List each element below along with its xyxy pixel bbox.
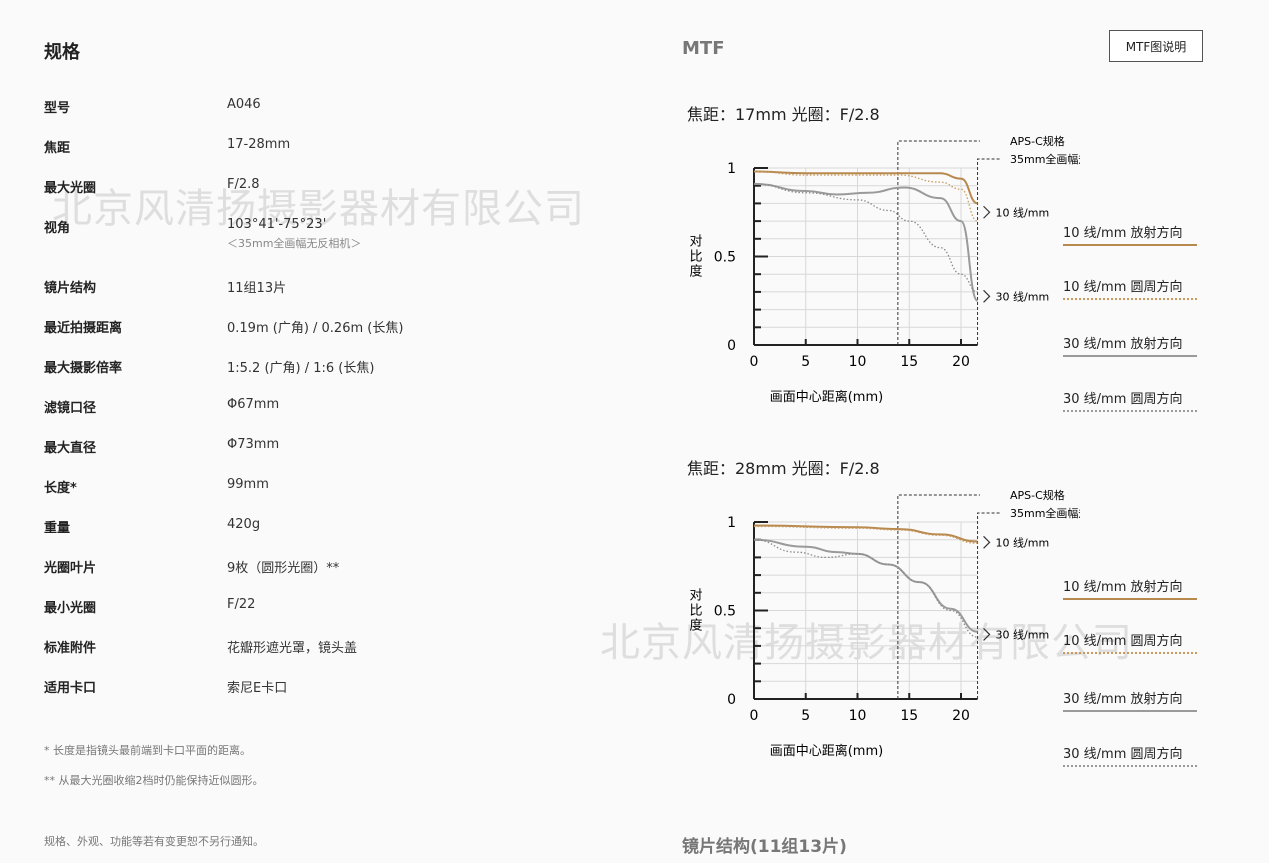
spec-label: 光圈叶片 xyxy=(44,561,97,576)
spec-value: 9枚（圆形光圈）** xyxy=(227,561,340,576)
mtf-series-line xyxy=(753,538,978,633)
spec-label: 最小光圈 xyxy=(44,601,97,616)
spec-label: 镜片结构 xyxy=(44,281,97,296)
spec-label: 长度* xyxy=(44,481,77,496)
lens-construction-title: 镜片结构(11组13片) xyxy=(682,837,847,857)
apsc-label: APS-C规格 xyxy=(1010,488,1065,502)
legend-item: 10 线/mm 圆周方向 xyxy=(1063,276,1197,300)
specs-title: 规格 xyxy=(44,42,80,63)
spec-value: 17-28mm xyxy=(227,137,291,152)
y-tick-label: 1 xyxy=(727,515,736,531)
series-frequency-label: 10 线/mm xyxy=(996,205,1050,219)
fullframe-boundary-line xyxy=(977,158,1000,345)
spec-value: 0.19m (广角) / 0.26m (长焦) xyxy=(227,321,404,336)
legend-item: 10 线/mm 放射方向 xyxy=(1063,576,1197,600)
y-axis-label: 对比度 xyxy=(687,234,703,279)
x-tick-label: 20 xyxy=(952,708,970,724)
legend-item: 10 线/mm 放射方向 xyxy=(1063,222,1197,246)
spec-label: 最大摄影倍率 xyxy=(44,361,123,376)
apsc-boundary-line xyxy=(897,140,980,345)
legend-item: 10 线/mm 圆周方向 xyxy=(1063,630,1197,654)
arrow-icon xyxy=(983,289,991,303)
x-tick-label: 20 xyxy=(952,354,970,370)
legend-item: 30 线/mm 圆周方向 xyxy=(1063,743,1197,767)
x-axis-label: 画面中心距离(mm) xyxy=(770,389,883,405)
spec-value: 花瓣形遮光罩，镜头盖 xyxy=(227,641,358,656)
spec-label: 重量 xyxy=(44,521,71,536)
legend-item: 30 线/mm 放射方向 xyxy=(1063,688,1197,712)
y-tick-label: 0.5 xyxy=(714,250,736,266)
spec-value: F/2.8 xyxy=(227,177,260,192)
mtf-series-line xyxy=(753,524,978,543)
arrow-icon xyxy=(983,535,991,549)
chart-title: 焦距：17mm 光圈：F/2.8 xyxy=(687,105,880,124)
series-frequency-label: 30 线/mm xyxy=(996,627,1050,641)
spec-value: 11组13片 xyxy=(227,281,287,296)
spec-value: 索尼E卡口 xyxy=(227,681,288,696)
spec-value: 99mm xyxy=(227,477,269,492)
spec-value: Φ73mm xyxy=(227,437,280,452)
spec-value: 103°41'-75°23' xyxy=(227,217,327,232)
mtf-series-line xyxy=(753,183,978,293)
mtf-explain-button[interactable]: MTF图说明 xyxy=(1109,30,1203,62)
chart-title: 焦距：28mm 光圈：F/2.8 xyxy=(687,459,880,478)
footnote: ** 从最大光圈收缩2档时仍能保持近似圆形。 xyxy=(44,774,264,787)
y-axis-label: 对比度 xyxy=(687,588,703,633)
mtf-chart-17mm: 0 5 10 15 20 0 0.5 1 画面中心距离(mm) 对比度 APS-C规格 35mm全画幅… xyxy=(687,134,1081,405)
x-tick-label: 10 xyxy=(849,708,867,724)
arrow-icon xyxy=(983,205,991,219)
spec-label: 标准附件 xyxy=(44,641,97,656)
x-tick-label: 5 xyxy=(801,708,810,724)
disclaimer: 规格、外观、功能等若有变更恕不另行通知。 xyxy=(44,835,264,848)
x-tick-label: 5 xyxy=(801,354,810,370)
spec-value: 1:5.2 (广角) / 1:6 (长焦) xyxy=(227,361,375,376)
legend-item: 30 线/mm 圆周方向 xyxy=(1063,388,1197,412)
series-frequency-label: 30 线/mm xyxy=(996,289,1050,303)
arrow-icon xyxy=(983,627,991,641)
mtf-chart-28mm: 0 5 10 15 20 0 0.5 1 画面中心距离(mm) 对比度 APS-C规格 35mm全画幅… xyxy=(687,488,1081,759)
y-tick-label: 1 xyxy=(727,161,736,177)
mtf-series-line xyxy=(753,170,978,222)
spec-label: 型号 xyxy=(44,101,71,116)
spec-label: 焦距 xyxy=(44,141,71,156)
spec-value: F/22 xyxy=(227,597,256,612)
fullframe-label: 35mm全画幅规格 xyxy=(1010,152,1080,166)
mtf-series-line xyxy=(753,170,978,205)
y-tick-label: 0 xyxy=(727,692,736,708)
spec-label: 适用卡口 xyxy=(44,681,97,696)
x-tick-label: 0 xyxy=(750,354,759,370)
fullframe-label: 35mm全画幅规格 xyxy=(1010,506,1080,520)
x-tick-label: 15 xyxy=(900,708,918,724)
spec-label: 最大光圈 xyxy=(44,181,97,196)
x-tick-label: 15 xyxy=(900,354,918,370)
spec-note: ＜35mm全画幅无反相机＞ xyxy=(227,237,362,250)
spec-label: 滤镜口径 xyxy=(44,401,97,416)
footnote: * 长度是指镜头最前端到卡口平面的距离。 xyxy=(44,744,251,757)
spec-value: A046 xyxy=(227,97,261,112)
mtf-title: MTF xyxy=(682,38,725,59)
mtf-series-line xyxy=(753,539,978,638)
y-tick-label: 0.5 xyxy=(714,604,736,620)
series-frequency-label: 10 线/mm xyxy=(996,535,1050,549)
spec-value: 420g xyxy=(227,517,261,532)
x-axis-label: 画面中心距离(mm) xyxy=(770,743,883,759)
spec-value: Φ67mm xyxy=(227,397,280,412)
apsc-label: APS-C规格 xyxy=(1010,134,1065,148)
spec-label: 最大直径 xyxy=(44,441,97,456)
x-tick-label: 0 xyxy=(750,708,759,724)
apsc-boundary-line xyxy=(897,494,980,699)
mtf-series-line xyxy=(753,525,978,544)
x-tick-label: 10 xyxy=(849,354,867,370)
legend-item: 30 线/mm 放射方向 xyxy=(1063,333,1197,357)
spec-label: 视角 xyxy=(44,221,71,236)
y-tick-label: 0 xyxy=(727,338,736,354)
spec-label: 最近拍摄距离 xyxy=(44,321,123,336)
mtf-series-line xyxy=(753,182,979,302)
fullframe-boundary-line xyxy=(977,512,1000,699)
